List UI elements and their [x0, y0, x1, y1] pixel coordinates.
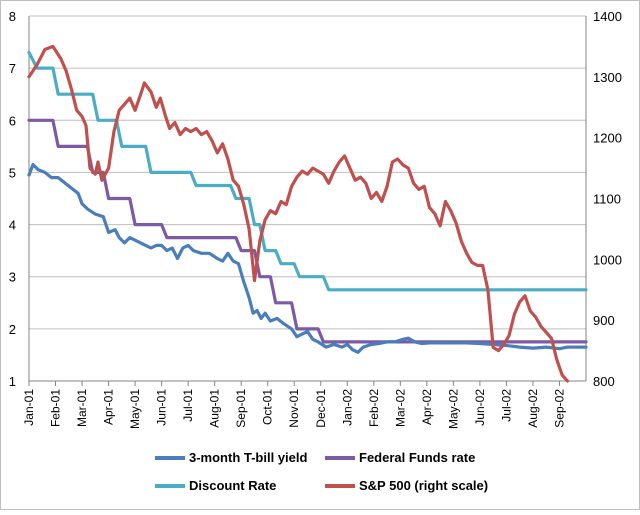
y-left-tick-label: 5	[9, 165, 16, 180]
y-right-tick-label: 1100	[593, 192, 621, 207]
x-tick-label: Jun-02	[473, 389, 487, 426]
x-tick-label: Apr-01	[102, 389, 116, 425]
x-tick-label: Mar-02	[393, 389, 407, 427]
x-tick-label: Apr-02	[420, 389, 434, 425]
legend-label: Discount Rate	[189, 478, 276, 493]
x-tick-label: Aug-02	[526, 389, 540, 428]
legend: 3-month T-bill yield Federal Funds rate Di…	[155, 450, 488, 493]
x-tick-label: May-02	[446, 389, 460, 429]
y-left-tick-label: 3	[9, 270, 16, 285]
legend-label: 3-month T-bill yield	[189, 450, 308, 465]
series-layer	[27, 44, 588, 383]
x-tick-label: May-01	[128, 389, 142, 429]
series-line-3	[27, 44, 569, 383]
y-left-tick-label: 2	[9, 322, 16, 337]
y-right-tick-label: 1300	[593, 70, 622, 85]
x-tick-label: Nov-01	[287, 389, 301, 428]
legend-label: S&P 500 (right scale)	[359, 478, 488, 493]
x-tick-label: Jul-01	[181, 389, 195, 422]
x-tick-label: Oct-01	[261, 389, 275, 425]
x-tick-label: Jul-02	[499, 389, 513, 422]
y-left-tick-label: 8	[9, 9, 16, 24]
x-tick-label: Aug-01	[208, 389, 222, 428]
y-left-tick-label: 1	[9, 374, 16, 389]
y-right-tick-label: 1000	[593, 252, 622, 267]
series-line-0	[27, 163, 588, 354]
axis-layer: 1 2 3 4 5 6 7 8 800 900 1000 1100 1200 1300 1400 Jan-01…	[9, 9, 622, 429]
x-tick-label: Mar-01	[75, 389, 89, 427]
x-tick-label: Jan-02	[340, 389, 354, 426]
x-tick-label: Sep-01	[234, 389, 248, 428]
y-left-tick-label: 6	[9, 113, 16, 128]
legend-label: Federal Funds rate	[359, 450, 475, 465]
x-tick-label: Sep-02	[552, 389, 566, 428]
x-tick-label: Jan-01	[22, 389, 36, 426]
x-tick-label: Feb-01	[49, 389, 63, 427]
series-line-2	[27, 50, 588, 292]
y-right-tick-label: 800	[593, 374, 615, 389]
x-tick-label: Feb-02	[367, 389, 381, 427]
y-right-tick-label: 900	[593, 313, 615, 328]
x-tick-label: Jun-01	[155, 389, 169, 426]
y-left-tick-label: 4	[9, 218, 16, 233]
y-left-tick-label: 7	[9, 61, 16, 76]
y-right-tick-label: 1200	[593, 131, 622, 146]
x-tick-label: Dec-01	[314, 389, 328, 428]
y-right-tick-label: 1400	[593, 9, 622, 24]
